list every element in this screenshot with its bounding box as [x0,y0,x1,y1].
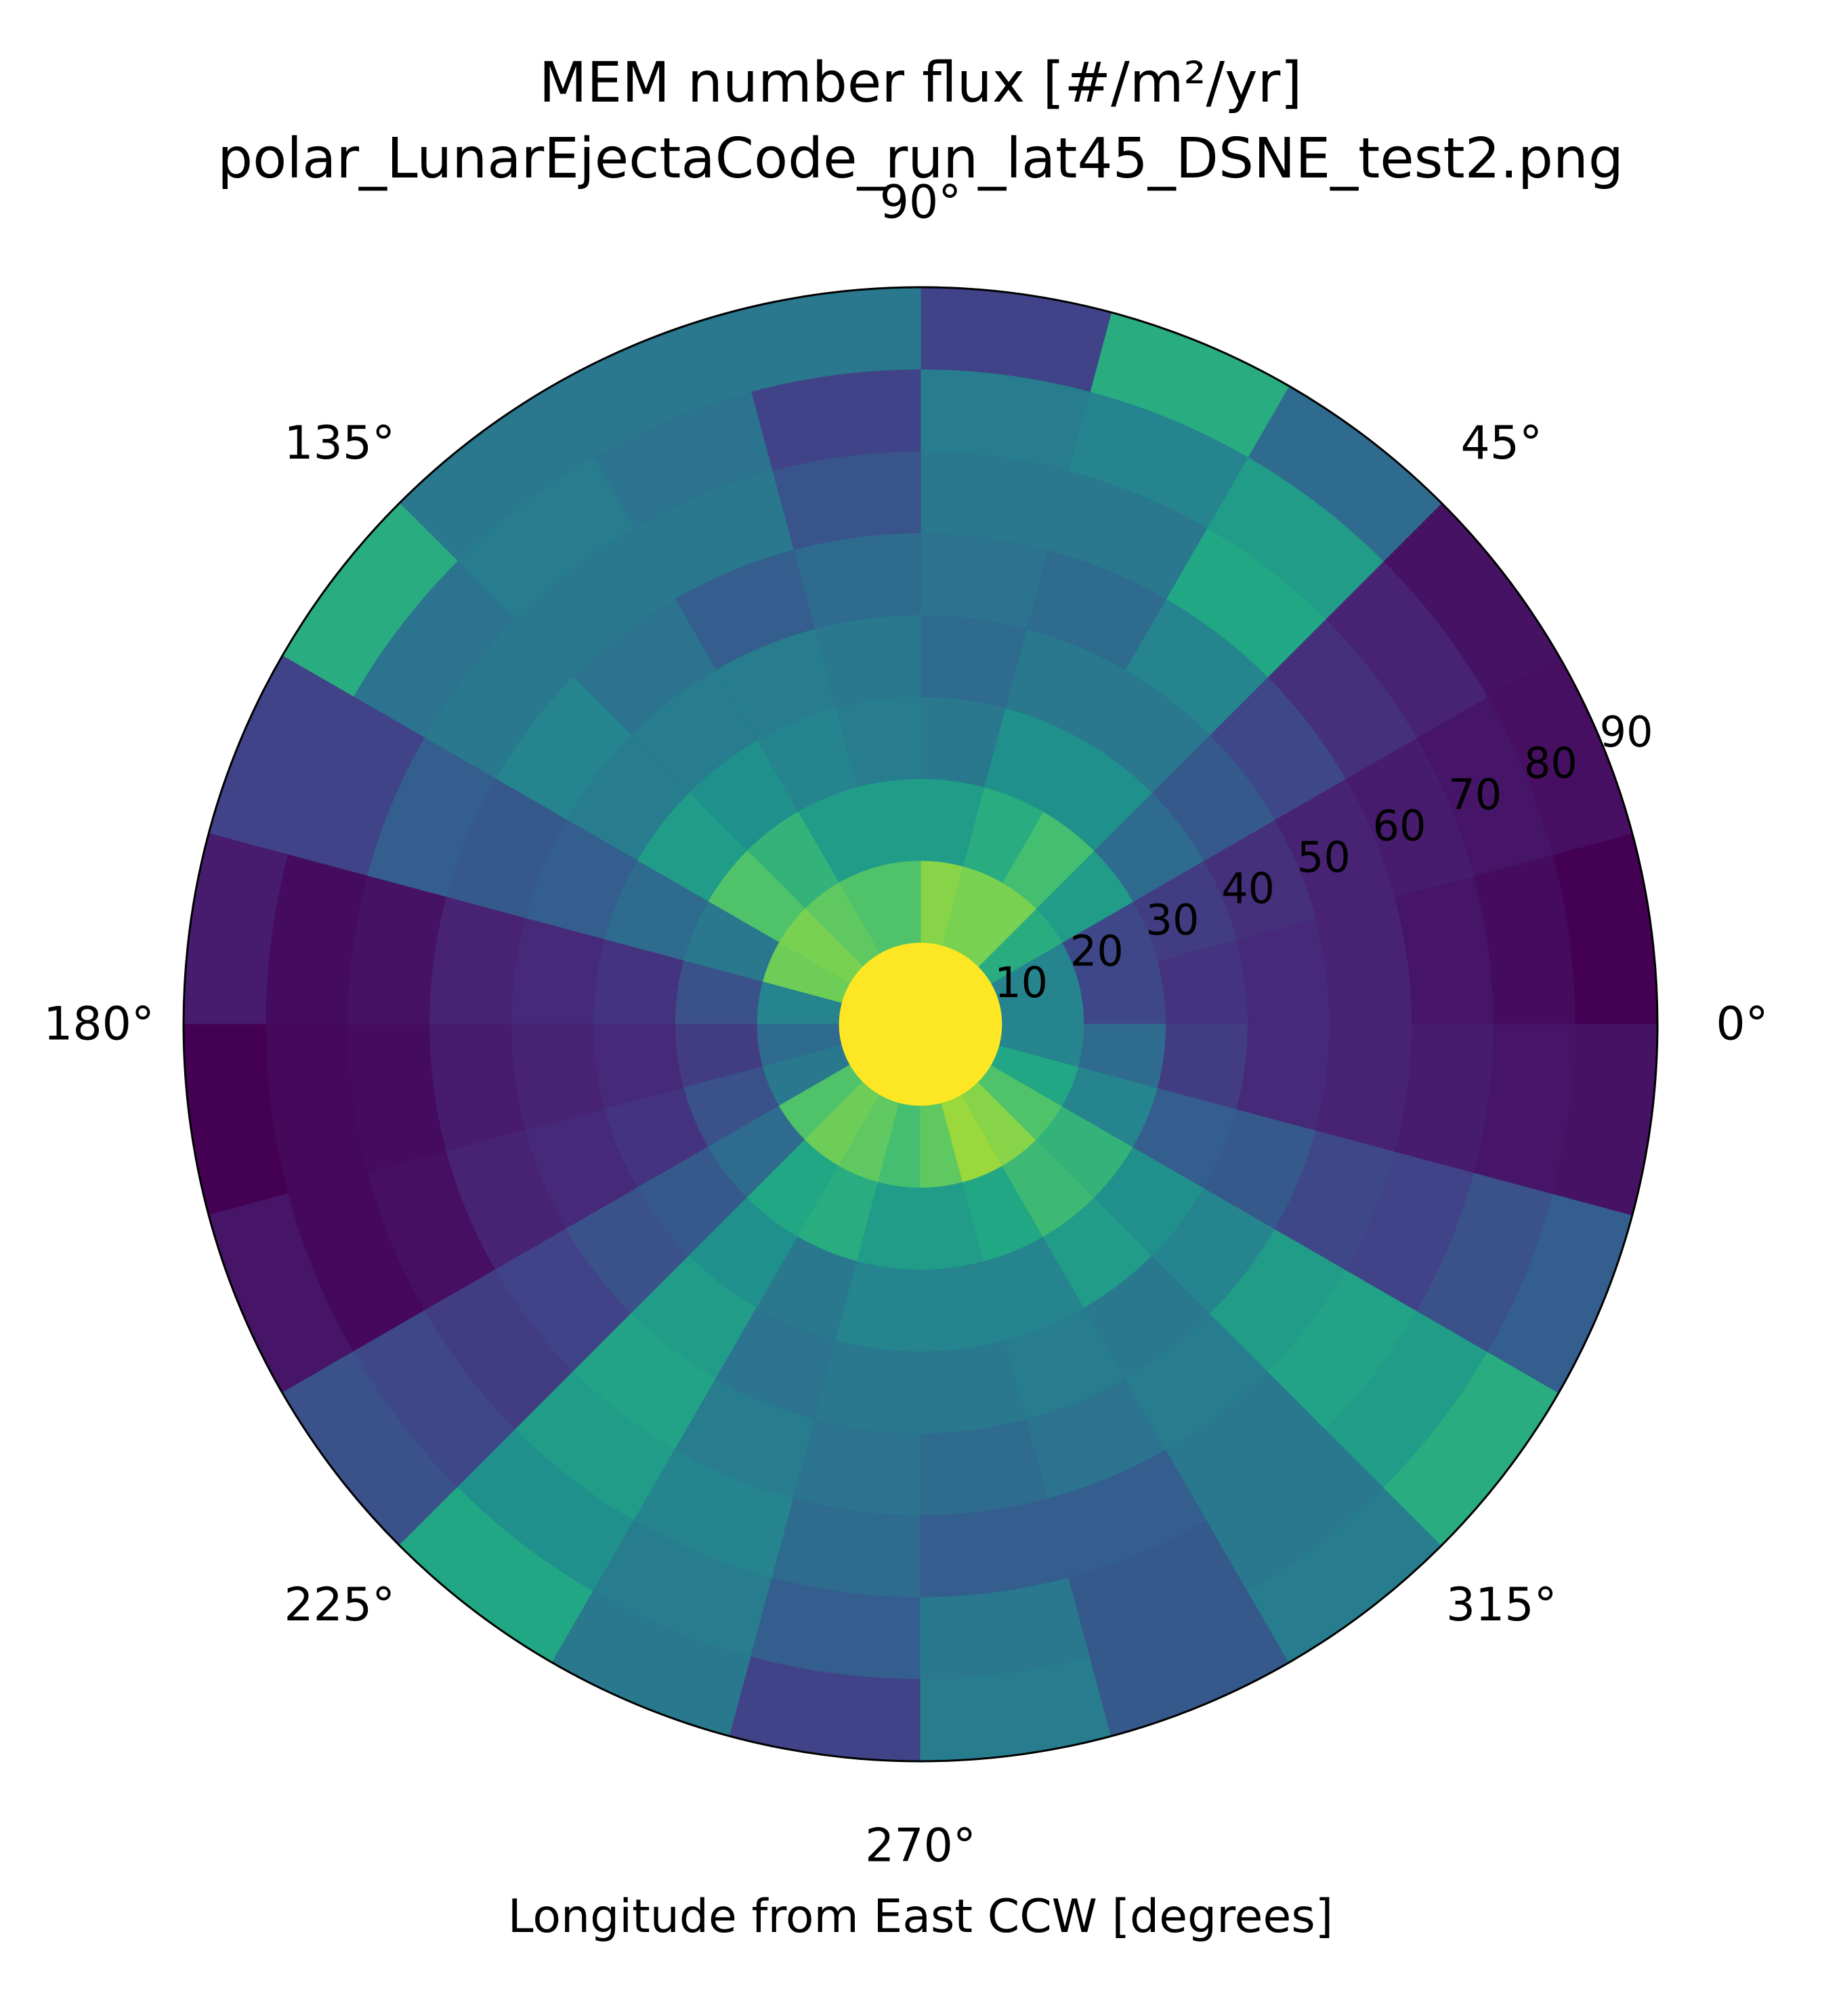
radial-tick-label: 80 [1524,738,1578,788]
radial-tick-labels: 10 20 30 40 50 60 70 80 90 [994,707,1653,1007]
theta-tick-label: 90° [880,176,962,230]
radial-tick-label: 50 [1297,833,1351,882]
theta-tick-label: 225° [284,1578,395,1632]
radial-tick-label: 20 [1070,927,1124,976]
theta-tick-label: 0° [1716,998,1768,1051]
heatmap-cell [792,532,921,629]
chart-subtitle: polar_LunarEjectaCode_run_lat45_DSNE_tes… [217,127,1624,191]
theta-tick-label: 135° [284,417,395,470]
radial-tick-label: 90 [1600,707,1653,757]
polar-axis-outline [182,286,1659,1763]
heatmap-cell [792,1419,921,1516]
radial-tick-label: 70 [1448,770,1502,819]
theta-tick-label: 45° [1460,417,1542,470]
theta-tick-labels: 0° 45° 90° 135° 180° 225° 270° 315° [43,176,1769,1873]
heatmap-cell [920,1419,1049,1516]
heatmap-cells [183,287,1658,1762]
theta-tick-label: 180° [43,998,154,1051]
heatmap-cell [920,532,1049,629]
radial-tick-label: 60 [1373,801,1426,851]
theta-tick-label: 270° [865,1820,976,1873]
radial-tick-label: 40 [1221,864,1275,913]
theta-tick-label: 315° [1446,1578,1557,1632]
heatmap-cell [429,896,526,1025]
heatmap-cell [1315,1024,1412,1152]
x-axis-label: Longitude from East CCW [degrees] [508,1890,1334,1944]
radial-tick-label: 10 [994,958,1048,1007]
radial-tick-label: 30 [1146,895,1200,944]
heatmap-cell [1315,896,1412,1025]
heatmap-cell [429,1024,526,1152]
chart-title: MEM number flux [#/m²/yr] [539,51,1303,115]
